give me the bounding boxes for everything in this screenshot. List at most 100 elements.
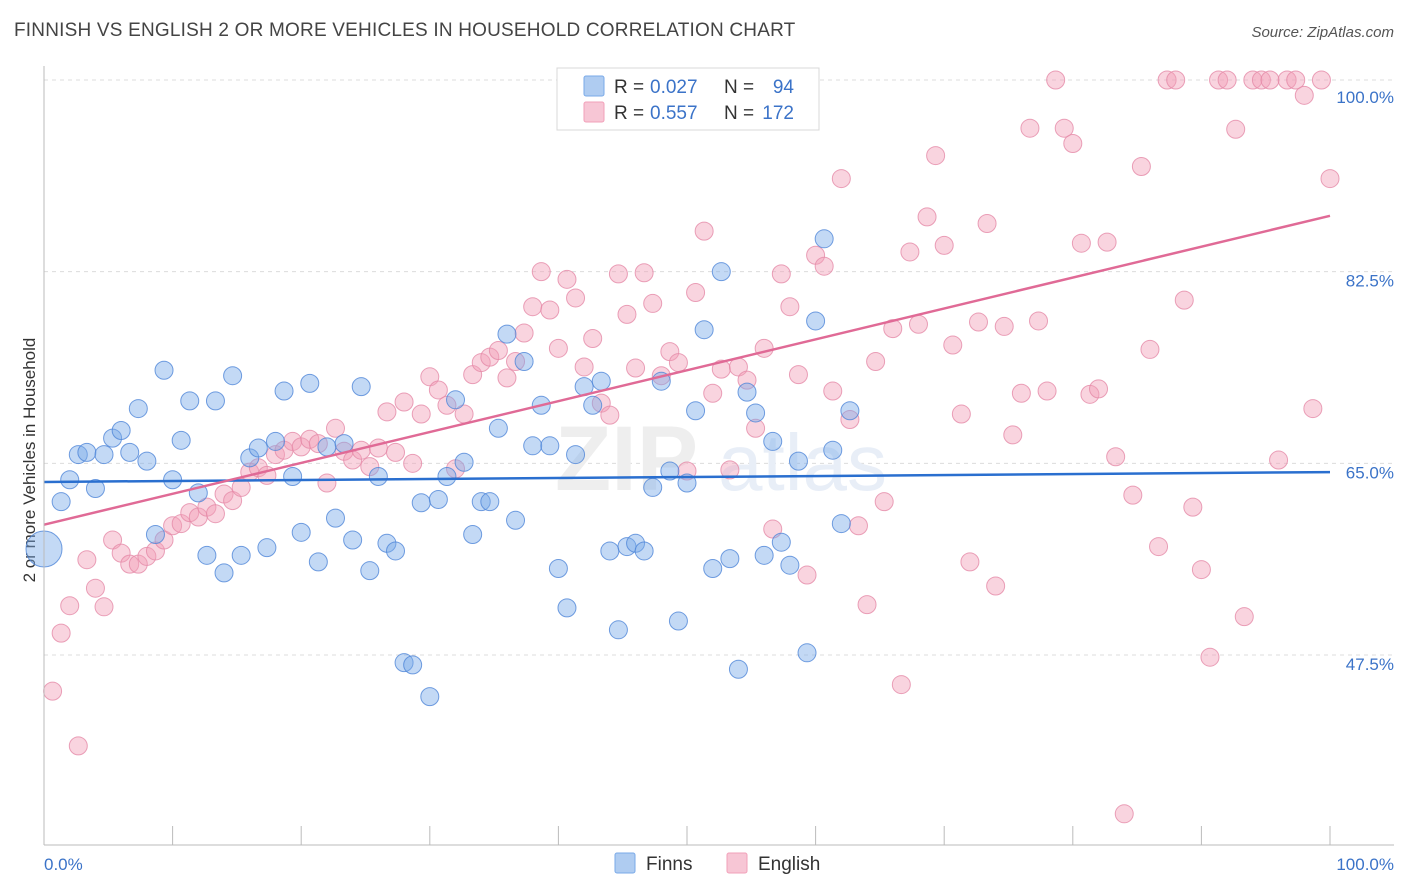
- english-point: [43, 681, 63, 701]
- finns-point: [488, 418, 508, 438]
- english-point: [797, 565, 817, 585]
- finns-point: [300, 373, 320, 393]
- english-point: [1029, 311, 1049, 331]
- english-point: [763, 519, 783, 539]
- finns-point: [386, 541, 406, 561]
- finns-point: [411, 493, 431, 513]
- finns-point: [523, 436, 543, 456]
- english-point: [874, 492, 894, 512]
- english-point: [223, 491, 243, 511]
- english-point: [300, 429, 320, 449]
- finns-point: [428, 489, 448, 509]
- english-point: [428, 380, 448, 400]
- english-point: [1140, 339, 1160, 359]
- english-point: [1123, 485, 1143, 505]
- english-point: [265, 445, 285, 465]
- finns-point: [703, 558, 723, 578]
- english-point: [1037, 381, 1057, 401]
- english-point: [403, 453, 423, 473]
- english-point: [566, 288, 586, 308]
- english-point: [205, 504, 225, 524]
- finns-point: [831, 514, 851, 534]
- english-point: [180, 503, 200, 523]
- english-point: [1106, 447, 1126, 467]
- english-point: [103, 530, 123, 550]
- english-point: [1054, 118, 1074, 138]
- english-point: [703, 383, 723, 403]
- english-point: [317, 473, 337, 493]
- english-point: [51, 623, 71, 643]
- finns-point: [283, 466, 303, 486]
- finns-point: [840, 401, 860, 421]
- finns-point: [446, 390, 466, 410]
- finns-point: [223, 366, 243, 386]
- finns-point: [291, 522, 311, 542]
- finns-point: [317, 437, 337, 457]
- english-legend-label: English: [758, 854, 820, 875]
- finns-point: [308, 552, 328, 572]
- finns-point: [60, 470, 80, 490]
- english-point: [420, 367, 440, 387]
- finns-point: [514, 351, 534, 371]
- legend-r-label: R =: [614, 103, 644, 124]
- finns-point: [94, 445, 114, 465]
- english-point: [986, 576, 1006, 596]
- watermark: ZIP atlas: [555, 408, 887, 510]
- english-point: [1020, 118, 1040, 138]
- english-point: [1303, 399, 1323, 419]
- english-point: [857, 595, 877, 615]
- legend-n-label: N =: [724, 103, 754, 124]
- legend-swatch: [583, 75, 605, 97]
- chart-title: FINNISH VS ENGLISH 2 OR MORE VEHICLES IN…: [14, 20, 796, 41]
- english-point: [900, 242, 920, 262]
- english-point: [977, 213, 997, 233]
- english-point: [574, 357, 594, 377]
- english-point: [1260, 70, 1280, 90]
- finns-point: [368, 466, 388, 486]
- finns-point: [128, 399, 148, 419]
- finns-point: [694, 320, 714, 340]
- english-point: [411, 404, 431, 424]
- english-point: [1226, 119, 1246, 139]
- english-point: [711, 359, 731, 379]
- english-point: [394, 392, 414, 412]
- english-point: [823, 381, 843, 401]
- finns-point: [214, 563, 234, 583]
- english-point: [951, 404, 971, 424]
- english-point: [668, 353, 688, 373]
- finns-point: [497, 324, 517, 344]
- finns-point: [737, 382, 757, 402]
- finns-point: [643, 477, 663, 497]
- x-tick-label-min: 0.0%: [44, 855, 83, 874]
- finns-point: [171, 430, 191, 450]
- finns-point: [660, 461, 680, 481]
- english-point: [1200, 647, 1220, 667]
- english-point: [1114, 804, 1134, 824]
- finns-point: [360, 561, 380, 581]
- english-point: [1003, 425, 1023, 445]
- english-point: [968, 312, 988, 332]
- finns-trend-line: [43, 470, 1331, 484]
- english-point: [77, 550, 97, 570]
- english-point: [686, 282, 706, 302]
- english-point: [1046, 70, 1066, 90]
- english-point: [523, 297, 543, 317]
- english-point: [626, 358, 646, 378]
- finns-point: [754, 545, 774, 565]
- english-point: [814, 256, 834, 276]
- finns-point: [154, 360, 174, 380]
- english-point: [908, 314, 928, 334]
- english-point: [788, 365, 808, 385]
- english-point: [720, 460, 740, 480]
- english-point: [746, 418, 766, 438]
- english-point: [643, 293, 663, 313]
- english-point: [557, 269, 577, 289]
- english-point: [377, 402, 397, 422]
- legend-n-value: 94: [773, 77, 795, 98]
- y-tick-label: 82.5%: [1346, 272, 1394, 291]
- grid-lines: 47.5% 65.0% 82.5% 100.0%: [44, 79, 1394, 674]
- finns-point: [600, 541, 620, 561]
- finns-point: [711, 262, 731, 282]
- finns-point: [480, 492, 500, 512]
